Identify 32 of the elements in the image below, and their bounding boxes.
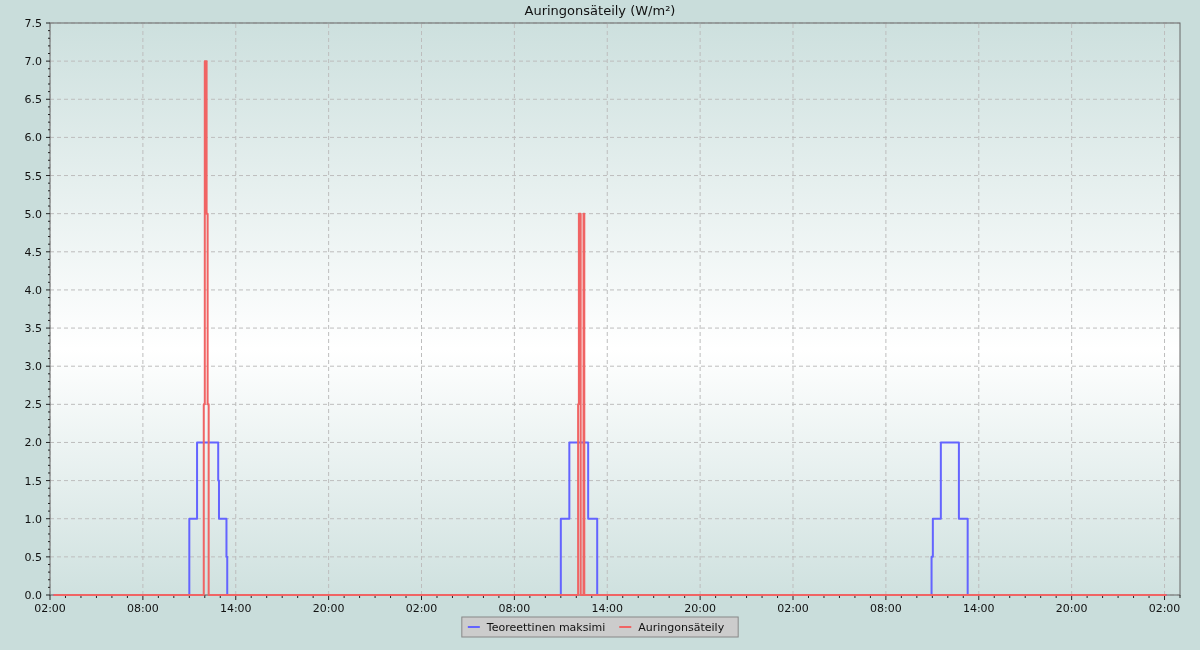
x-tick-label: 08:00	[870, 602, 902, 615]
x-tick-label: 02:00	[1148, 602, 1181, 615]
x-tick-label: 14:00	[591, 602, 624, 615]
x-tick-label: 08:00	[127, 602, 159, 615]
y-tick-label: 3.0	[24, 360, 42, 374]
y-tick-label: 2.0	[24, 436, 42, 450]
y-tick-label: 7.0	[24, 55, 42, 69]
x-tick-label: 02:00	[34, 602, 66, 615]
x-tick-label: 14:00	[219, 602, 252, 615]
y-tick-label: 2.5	[24, 398, 42, 412]
y-tick-label: 1.5	[24, 474, 42, 488]
y-tick-label: 5.0	[24, 207, 42, 221]
x-tick-label: 14:00	[962, 602, 995, 615]
y-tick-label: 3.5	[24, 322, 42, 336]
x-tick-label: 08:00	[498, 602, 531, 615]
x-tick-label: 02:00	[405, 602, 438, 615]
y-tick-label: 0.0	[24, 589, 42, 602]
y-tick-label: 4.5	[24, 245, 42, 259]
y-tick-label: 4.0	[24, 283, 42, 297]
y-tick-label: 6.5	[24, 93, 42, 107]
legend-label: Teoreettinen maksimi	[485, 621, 606, 634]
y-tick-label: 6.0	[24, 131, 42, 145]
x-tick-label: 02:00	[777, 602, 809, 615]
x-tick-label: 20:00	[312, 602, 345, 615]
x-tick-label: 20:00	[684, 602, 716, 615]
y-tick-label: 7.5	[24, 17, 42, 30]
y-tick-label: 1.0	[24, 512, 42, 526]
y-tick-label: 0.5	[24, 550, 42, 564]
legend-label: Auringonsäteily	[638, 621, 725, 634]
x-tick-label: 20:00	[1055, 602, 1088, 615]
chart-title: Auringonsäteily (W/m²)	[524, 3, 676, 18]
y-tick-label: 5.5	[24, 169, 42, 183]
